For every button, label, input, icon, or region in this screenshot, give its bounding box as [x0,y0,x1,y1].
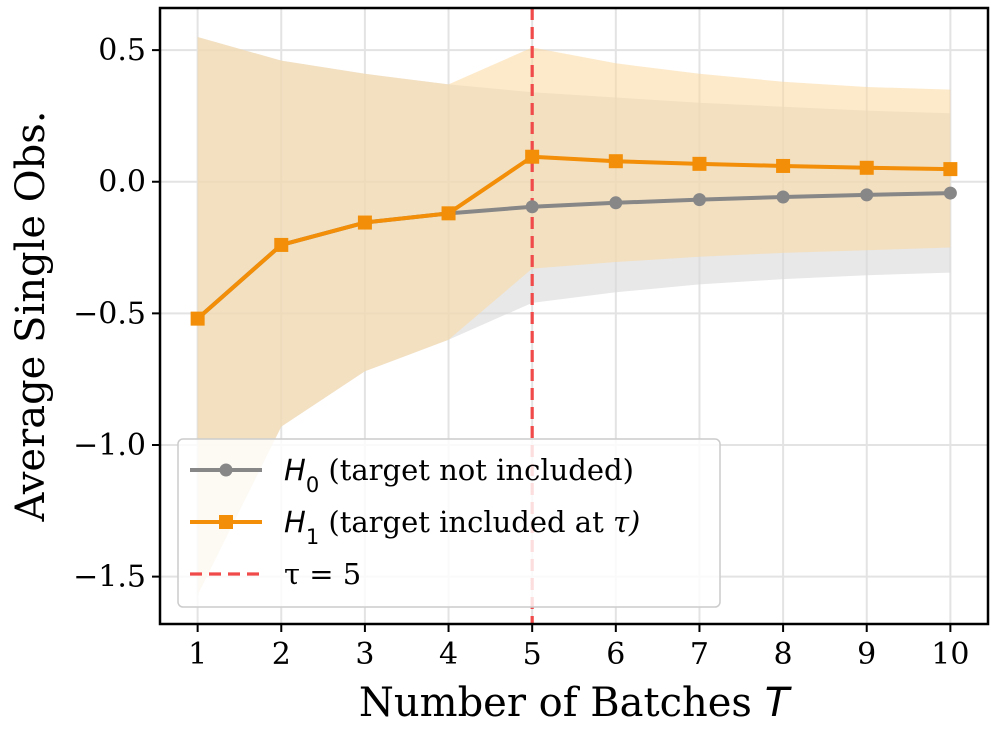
point-h1-10 [943,162,958,177]
point-h1-7 [692,156,707,171]
legend-marker-h1 [219,515,233,529]
confidence-band-h1 [197,36,951,596]
confidence-bands [197,36,951,596]
x-tick-label-8: 8 [774,637,793,672]
legend-box [177,438,721,608]
point-h0-9 [860,188,874,202]
legend-label-h1: H1 (target included at τ) [284,505,640,549]
point-h0-8 [776,190,790,204]
point-h1-4 [441,206,456,221]
point-h1-9 [859,160,874,175]
y-tick-label-5: −1.5 [73,560,146,595]
point-h1-5 [525,149,540,164]
x-axis-title-symbol: T [765,680,793,726]
y-axis-title: Average Single Obs. [8,111,54,523]
legend-label-h0: H0 (target not included) [284,453,634,497]
series-line-h1 [196,154,951,321]
point-h1-8 [776,158,791,173]
x-tick-label-1: 1 [188,637,207,672]
x-tick-label-10: 10 [931,637,969,672]
point-h0-10 [943,186,957,200]
y-tick-label-4: −1.0 [73,428,146,463]
series-lines [190,149,958,326]
legend-marker-h0 [219,463,233,477]
legend: H0 (target not included) H1 (target inclu… [177,438,721,608]
y-tick-label-1: 0.5 [98,33,146,68]
point-h1-2 [274,237,289,252]
point-h1-6 [608,154,623,169]
point-h0-7 [692,193,706,207]
point-h1-3 [357,215,372,230]
x-axis-title-main: Number of Batches [359,680,765,726]
x-tick-label-2: 2 [272,637,291,672]
legend-label-threshold: τ = 5 [284,557,361,591]
axis-ticks: 1 2 3 4 5 6 7 8 9 10 0.5 0.0 −0.5 −1.0 −1.5 [73,33,969,672]
x-axis-title: Number of Batches T [359,680,793,726]
x-tick-label-5: 5 [523,637,542,672]
legend-items: H0 (target not included) H1 (target inclu… [190,453,640,591]
x-tick-label-3: 3 [355,637,374,672]
y-tick-label-3: −0.5 [73,296,146,331]
x-tick-label-4: 4 [439,637,458,672]
point-h1-1 [190,311,205,326]
x-tick-label-9: 9 [857,637,876,672]
point-h0-5 [525,200,539,214]
x-tick-label-7: 7 [690,637,709,672]
y-tick-label-2: 0.0 [98,165,146,200]
point-h0-6 [609,196,623,210]
plot-frame [158,6,990,626]
x-tick-label-6: 6 [606,637,625,672]
